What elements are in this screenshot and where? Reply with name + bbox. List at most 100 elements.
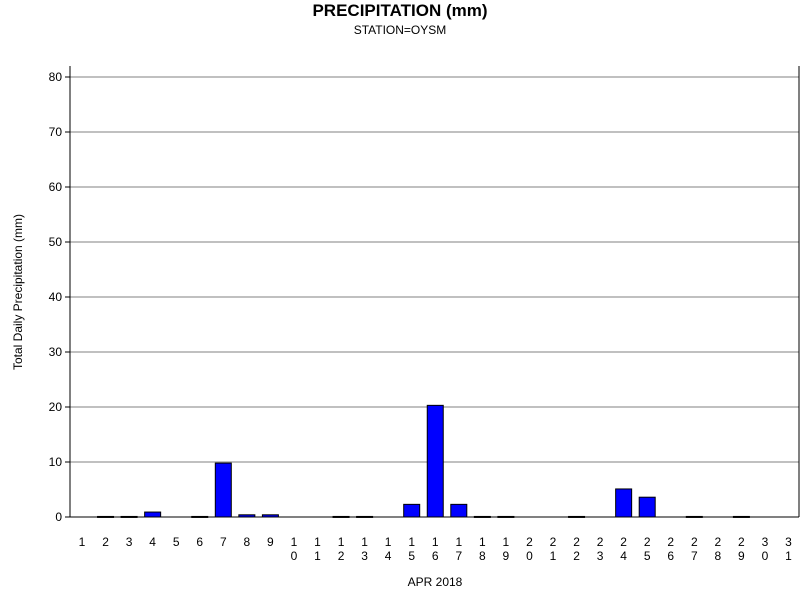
x-axis-label: APR 2018	[408, 575, 463, 589]
x-tick-digit: 6	[667, 549, 674, 563]
y-tick-label: 70	[49, 125, 63, 139]
x-tick-digit: 8	[244, 535, 251, 549]
x-tick-digit: 2	[338, 549, 345, 563]
x-tick-digit: 9	[738, 549, 745, 563]
x-tick-label: 5	[173, 535, 180, 549]
x-tick-digit: 1	[432, 535, 439, 549]
x-tick-label: 21	[550, 535, 557, 563]
x-tick-digit: 6	[196, 535, 203, 549]
x-tick-digit: 0	[291, 549, 298, 563]
y-tick-label: 50	[49, 235, 63, 249]
bar	[450, 503, 468, 518]
bar	[403, 503, 421, 518]
x-tick-digit: 1	[314, 549, 321, 563]
bar-series	[97, 404, 750, 518]
x-tick-digit: 2	[667, 535, 674, 549]
y-tick-labels: 0 10 20 30 40 50 60 70 80	[49, 70, 63, 524]
x-tick-label: 14	[385, 535, 392, 563]
x-tick-label: 8	[244, 535, 251, 549]
x-tick-digit: 2	[573, 549, 580, 563]
x-tick-digit: 2	[691, 535, 698, 549]
y-tick-label: 30	[49, 345, 63, 359]
x-tick-digit: 4	[385, 549, 392, 563]
x-tick-label: 7	[220, 535, 227, 549]
x-tick-digit: 2	[620, 535, 627, 549]
x-tick-label: 26	[667, 535, 674, 563]
bar	[615, 488, 633, 518]
bar	[638, 496, 656, 518]
x-tick-digit: 2	[644, 535, 651, 549]
x-tick-label: 18	[479, 535, 486, 563]
y-tick-label: 40	[49, 290, 63, 304]
x-tick-digit: 1	[408, 535, 415, 549]
x-tick-digit: 2	[550, 535, 557, 549]
x-tick-label: 27	[691, 535, 698, 563]
x-tick-label: 11	[314, 535, 321, 563]
x-tick-digit: 4	[149, 535, 156, 549]
x-tick-label: 23	[597, 535, 604, 563]
x-tick-label: 29	[738, 535, 745, 563]
x-tick-label: 20	[526, 535, 533, 563]
x-tick-digit: 7	[220, 535, 227, 549]
x-tick-label: 15	[408, 535, 415, 563]
x-tick-digit: 1	[550, 549, 557, 563]
x-tick-digit: 2	[102, 535, 109, 549]
x-tick-label: 1	[79, 535, 86, 549]
x-tick-digit: 1	[479, 535, 486, 549]
chart-subtitle: STATION=OYSM	[353, 23, 447, 37]
x-tick-digit: 1	[79, 535, 86, 549]
y-tick-label: 80	[49, 70, 63, 84]
x-tick-digit: 2	[526, 535, 533, 549]
x-tick-label: 12	[338, 535, 345, 563]
x-tick-digit: 2	[573, 535, 580, 549]
x-tick-digit: 1	[361, 535, 368, 549]
x-tick-label: 24	[620, 535, 627, 563]
x-tick-digit: 1	[385, 535, 392, 549]
x-tick-digit: 9	[267, 535, 274, 549]
x-tick-digit: 1	[455, 535, 462, 549]
x-tick-digit: 8	[479, 549, 486, 563]
x-tick-digit: 1	[291, 535, 298, 549]
x-tick-label: 9	[267, 535, 274, 549]
x-tick-digit: 5	[173, 535, 180, 549]
x-tick-label: 31	[785, 535, 792, 563]
x-tick-digit: 6	[432, 549, 439, 563]
x-tick-digit: 0	[762, 549, 769, 563]
x-tick-digit: 1	[503, 535, 510, 549]
x-tick-label: 16	[432, 535, 439, 563]
y-tick-label: 0	[55, 510, 62, 524]
x-tick-digit: 2	[715, 535, 722, 549]
x-tick-digit: 7	[455, 549, 462, 563]
y-tick-label: 60	[49, 180, 63, 194]
x-tick-label: 22	[573, 535, 580, 563]
x-tick-digit: 3	[597, 549, 604, 563]
bar	[214, 462, 232, 518]
x-tick-digit: 3	[126, 535, 133, 549]
x-tick-digit: 4	[620, 549, 627, 563]
x-tick-label: 13	[361, 535, 368, 563]
x-tick-label: 30	[762, 535, 769, 563]
grid-lines	[70, 76, 799, 463]
x-tick-digit: 8	[715, 549, 722, 563]
y-tick-label: 10	[49, 455, 63, 469]
x-tick-label: 10	[291, 535, 298, 563]
x-tick-label: 3	[126, 535, 133, 549]
x-tick-label: 4	[149, 535, 156, 549]
x-tick-digit: 1	[338, 535, 345, 549]
x-tick-digit: 9	[503, 549, 510, 563]
x-tick-digit: 0	[526, 549, 533, 563]
x-tick-digit: 2	[738, 535, 745, 549]
bar	[144, 511, 162, 518]
x-tick-digit: 5	[408, 549, 415, 563]
x-tick-digit: 3	[361, 549, 368, 563]
x-tick-label: 25	[644, 535, 651, 563]
x-tick-digit: 3	[762, 535, 769, 549]
x-tick-label: 19	[503, 535, 510, 563]
chart-title: PRECIPITATION (mm)	[312, 1, 488, 20]
x-tick-label: 28	[715, 535, 722, 563]
y-axis-label: Total Daily Precipitation (mm)	[11, 214, 25, 370]
x-tick-digit: 3	[785, 535, 792, 549]
x-tick-label: 6	[196, 535, 203, 549]
axes	[65, 66, 800, 518]
